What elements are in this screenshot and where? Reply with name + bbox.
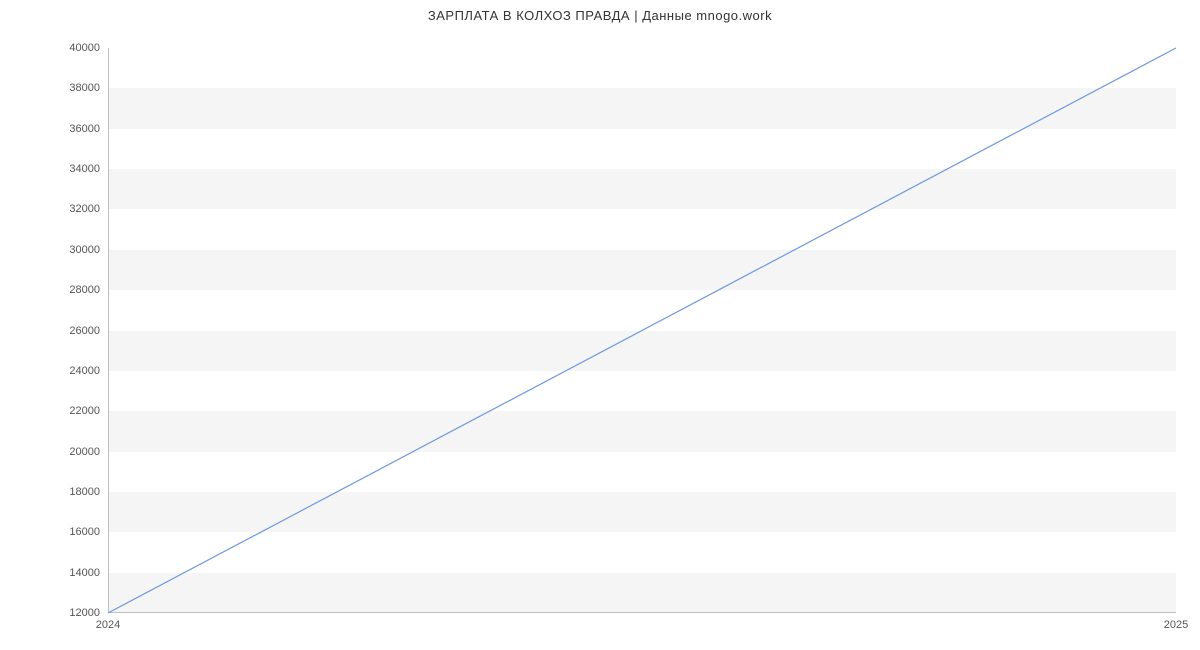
- x-tick-label: 2024: [96, 619, 120, 631]
- series-line: [108, 48, 1176, 613]
- x-tick-label: 2025: [1164, 619, 1188, 631]
- y-tick-label: 40000: [69, 42, 100, 54]
- y-tick-label: 12000: [69, 607, 100, 619]
- chart-container: ЗАРПЛАТА В КОЛХОЗ ПРАВДА | Данные mnogo.…: [0, 0, 1200, 650]
- y-tick-label: 28000: [69, 284, 100, 296]
- y-tick-label: 30000: [69, 244, 100, 256]
- chart-title: ЗАРПЛАТА В КОЛХОЗ ПРАВДА | Данные mnogo.…: [0, 8, 1200, 23]
- y-tick-label: 24000: [69, 365, 100, 377]
- y-tick-label: 32000: [69, 203, 100, 215]
- y-tick-label: 20000: [69, 446, 100, 458]
- y-tick-label: 38000: [69, 82, 100, 94]
- line-layer: [108, 48, 1176, 613]
- y-tick-label: 22000: [69, 405, 100, 417]
- plot-area: 1200014000160001800020000220002400026000…: [108, 48, 1176, 613]
- y-tick-label: 16000: [69, 526, 100, 538]
- y-tick-label: 36000: [69, 123, 100, 135]
- y-tick-label: 18000: [69, 486, 100, 498]
- y-tick-label: 14000: [69, 567, 100, 579]
- y-tick-label: 26000: [69, 325, 100, 337]
- y-tick-label: 34000: [69, 163, 100, 175]
